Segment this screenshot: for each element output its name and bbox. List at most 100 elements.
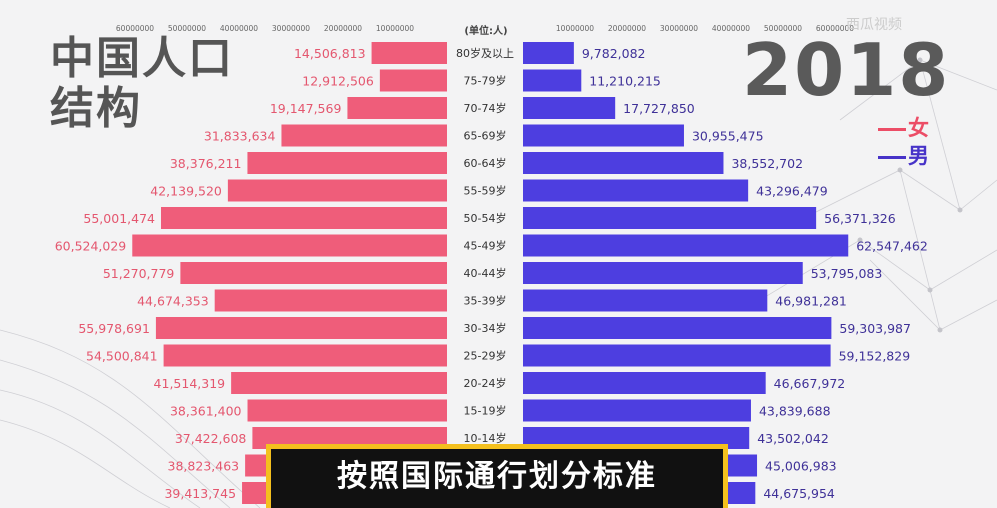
data-label-male: 45,006,983: [765, 459, 837, 474]
chart-title: 中国人口 结构: [50, 34, 234, 134]
data-label-male: 59,152,829: [839, 349, 911, 364]
bar-female: [379, 69, 447, 92]
x-tick-label-female: 50000000: [168, 24, 206, 33]
subtitle-caption: 按照国际通行划分标准: [266, 444, 728, 508]
age-group-label: 50-54岁: [464, 211, 507, 225]
bar-male: [523, 399, 751, 422]
x-tick-label-female: 40000000: [220, 24, 258, 33]
data-label-female: 31,833,634: [204, 129, 276, 144]
age-group-label: 60-64岁: [464, 156, 507, 170]
bar-female: [231, 372, 447, 394]
x-tick-label-female: 10000000: [376, 24, 414, 33]
bar-male: [523, 179, 749, 202]
data-label-male: 9,782,082: [582, 46, 646, 61]
data-label-male: 43,839,688: [759, 404, 831, 419]
data-label-female: 12,912,506: [302, 74, 374, 89]
data-label-female: 54,500,841: [86, 349, 158, 364]
bar-female: [347, 97, 447, 119]
bar-male: [523, 344, 831, 367]
bar-male: [523, 42, 574, 64]
legend-male-label: 男: [908, 144, 929, 168]
data-label-male: 30,955,475: [692, 129, 764, 144]
bar-male: [523, 152, 724, 174]
x-tick-label-female: 60000000: [116, 24, 154, 33]
age-group-label: 45-49岁: [464, 239, 507, 253]
data-label-female: 60,524,029: [55, 239, 127, 254]
bar-male: [523, 317, 832, 339]
unit-label: (单位:人): [464, 26, 508, 37]
data-label-female: 42,139,520: [150, 184, 222, 199]
data-label-female: 39,413,745: [164, 486, 236, 501]
age-group-label: 10-14岁: [464, 431, 507, 445]
legend-female: 女: [878, 116, 929, 140]
bar-male: [523, 69, 582, 92]
age-group-label: 25-29岁: [464, 349, 507, 363]
bar-female: [247, 399, 447, 422]
data-label-female: 38,361,400: [170, 404, 242, 419]
x-tick-label-male: 50000000: [764, 24, 802, 33]
x-axis-ticks-female: 60000000 50000000 40000000 30000000 20000000…: [116, 24, 414, 33]
bar-female: [247, 152, 447, 174]
year-label: 2018: [742, 28, 951, 112]
bar-male: [523, 207, 817, 229]
x-tick-label-male: 10000000: [556, 24, 594, 33]
data-label-female: 41,514,319: [154, 376, 226, 391]
x-tick-label-female: 20000000: [324, 24, 362, 33]
x-axis-ticks-male: 10000000 20000000 30000000 40000000 50000000…: [556, 24, 854, 33]
bar-female: [214, 289, 447, 312]
bar-male: [523, 372, 766, 394]
x-tick-label-male: 60000000: [816, 24, 854, 33]
bar-female: [163, 344, 447, 367]
watermark-text: 西瓜视频: [846, 17, 902, 33]
data-label-male: 53,795,083: [811, 266, 883, 281]
data-label-male: 38,552,702: [731, 156, 803, 171]
age-group-labels: 80岁及以上 75-79岁 70-74岁 65-69岁 60-64岁 55-59岁 50-5…: [456, 46, 514, 500]
bar-female: [281, 124, 447, 147]
data-label-male: 56,371,326: [824, 211, 896, 226]
age-group-label: 40-44岁: [464, 266, 507, 280]
data-label-female: 51,270,779: [103, 266, 175, 281]
data-label-male: 62,547,462: [856, 239, 928, 254]
bar-female: [180, 262, 447, 284]
bar-male: [523, 97, 616, 119]
data-label-female: 44,674,353: [137, 294, 209, 309]
age-group-label: 20-24岁: [464, 376, 507, 390]
data-label-male: 17,727,850: [623, 101, 695, 116]
chart-title-line1: 中国人口: [50, 33, 234, 84]
legend-male: 男: [878, 144, 929, 168]
age-group-label: 15-19岁: [464, 404, 507, 418]
data-label-male: 46,667,972: [774, 376, 846, 391]
legend-female-swatch: [878, 127, 906, 131]
bar-female: [227, 179, 447, 202]
age-group-label: 30-34岁: [464, 321, 507, 335]
data-label-male: 11,210,215: [589, 74, 661, 89]
bar-male: [523, 234, 849, 257]
age-group-label: 55-59岁: [464, 184, 507, 198]
bar-male: [523, 427, 750, 449]
x-tick-label-male: 40000000: [712, 24, 750, 33]
bar-male: [523, 124, 684, 147]
x-tick-label-male: 30000000: [660, 24, 698, 33]
chart-title-line2: 结构: [50, 83, 142, 134]
age-group-label: 35-39岁: [464, 294, 507, 308]
data-label-male: 43,502,042: [757, 431, 829, 446]
data-label-female: 55,001,474: [83, 211, 155, 226]
bar-female: [252, 427, 447, 449]
data-label-male: 43,296,479: [756, 184, 828, 199]
bar-female: [371, 42, 447, 64]
bar-female: [155, 317, 447, 339]
data-label-female: 38,823,463: [168, 459, 240, 474]
data-label-male: 46,981,281: [775, 294, 847, 309]
bar-female: [132, 234, 447, 257]
data-label-male: 44,675,954: [763, 486, 835, 501]
x-tick-label-female: 30000000: [272, 24, 310, 33]
age-group-label: 75-79岁: [464, 74, 507, 88]
age-group-label: 65-69岁: [464, 129, 507, 143]
data-label-female: 38,376,211: [170, 156, 242, 171]
x-tick-label-male: 20000000: [608, 24, 646, 33]
legend-female-label: 女: [908, 116, 929, 140]
age-group-label: 80岁及以上: [456, 46, 514, 60]
data-label-female: 55,978,691: [78, 321, 150, 336]
data-label-female: 37,422,608: [175, 431, 247, 446]
